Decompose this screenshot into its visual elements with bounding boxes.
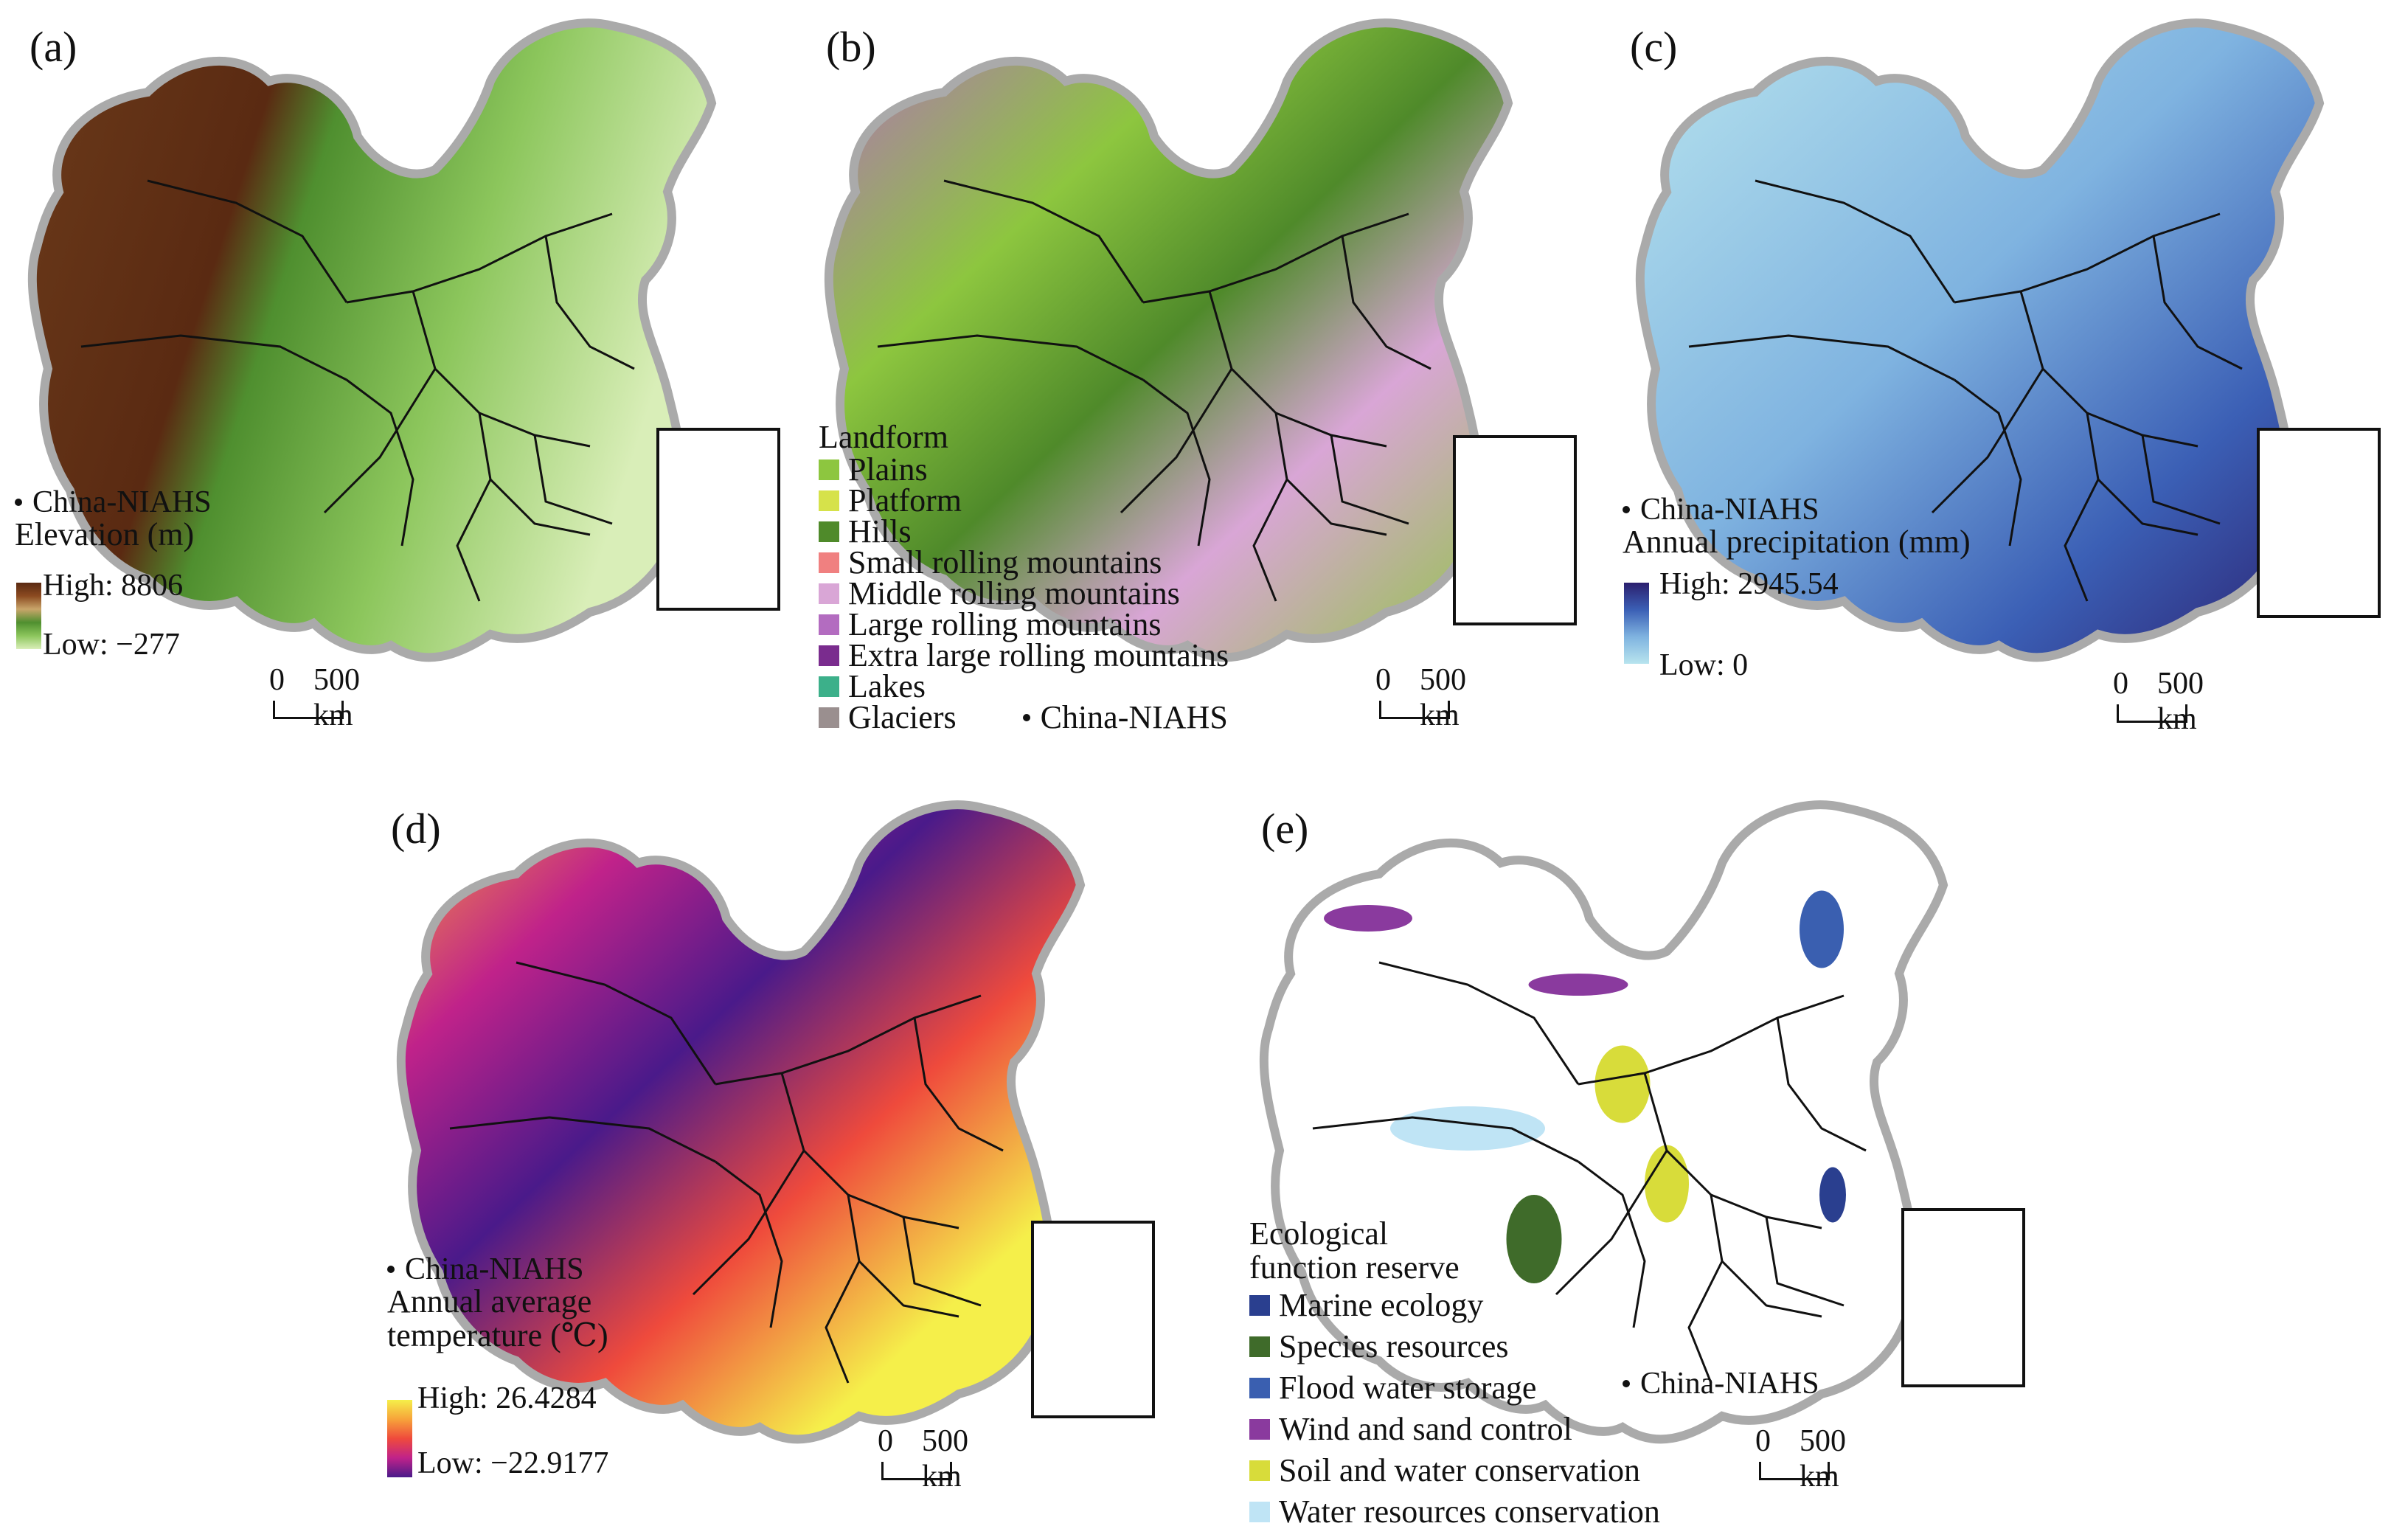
- panel-d-inset-map: [1031, 1221, 1155, 1418]
- panel-b-legend: Landform Plains Platform Hills Small rol…: [819, 419, 1229, 736]
- panel-a-high-label: High: 8806: [43, 569, 184, 603]
- legend-item-extra-large-rolling: Extra large rolling mountains: [819, 639, 1229, 672]
- panel-e-legend-title-1: Ecological: [1249, 1215, 1389, 1252]
- panel-d-color-ramp: [387, 1400, 412, 1477]
- panel-b-inset-map: [1453, 435, 1577, 625]
- panel-d-legend-title-1: Annual average: [387, 1283, 592, 1319]
- panel-d-high-label: High: 26.4284: [417, 1381, 597, 1415]
- legend-item-species-resources: Species resources: [1249, 1326, 1660, 1367]
- niahs-point-icon: [1022, 714, 1030, 722]
- panel-d: (d) China-NIAHS Annual average temperatu…: [369, 782, 1180, 1540]
- panel-d-legend-title-2: temperature (℃): [387, 1317, 608, 1354]
- legend-item-water-resources-conservation: Water resources conservation: [1249, 1491, 1660, 1533]
- panel-c-point-label: China-NIAHS: [1640, 493, 1819, 527]
- legend-item-lakes: Lakes: [819, 670, 1229, 703]
- panel-c-scale-bar: 0 500 km: [2113, 667, 2204, 736]
- panel-a-color-ramp: [16, 583, 41, 649]
- panel-e-point-legend: China-NIAHS: [1623, 1368, 1819, 1399]
- panel-d-low-label: Low: −22.9177: [417, 1446, 609, 1480]
- legend-item-middle-rolling: Middle rolling mountains: [819, 578, 1229, 610]
- panel-c-label: (c): [1630, 23, 1678, 71]
- scale-distance: 500 km: [313, 663, 360, 732]
- panel-c-inset-map: [2257, 428, 2381, 618]
- legend-item-soil-water-conservation: Soil and water conservation: [1249, 1450, 1660, 1491]
- niahs-point-icon: [1623, 506, 1630, 513]
- panel-b-legend-title: Landform: [819, 419, 948, 455]
- panel-a-low-label: Low: −277: [43, 628, 180, 662]
- scale-zero: 0: [269, 663, 285, 697]
- panel-d-point-label: China-NIAHS: [405, 1252, 584, 1286]
- panel-c-low-label: Low: 0: [1659, 648, 1749, 682]
- panel-c-map: [1593, 0, 2390, 752]
- panel-e-legend: Ecological function reserve Marine ecolo…: [1249, 1215, 1660, 1533]
- legend-item-glaciers: Glaciers China-NIAHS: [819, 699, 1229, 736]
- panel-b: (b) Landform Plains Platform Hills Small…: [797, 0, 1593, 752]
- panel-a-legend: China-NIAHS Elevation (m): [15, 487, 212, 552]
- panel-c-color-ramp: [1624, 583, 1649, 664]
- panel-e-inset-map: [1901, 1208, 2025, 1387]
- panel-d-legend: China-NIAHS Annual average temperature (…: [387, 1254, 608, 1353]
- legend-item-flood-water-storage: Flood water storage: [1249, 1367, 1660, 1409]
- panel-c-legend-title: Annual precipitation (mm): [1623, 524, 1971, 560]
- panel-d-map: [369, 782, 1180, 1540]
- panel-a-legend-title: Elevation (m): [15, 516, 195, 552]
- panel-c-legend: China-NIAHS Annual precipitation (mm): [1623, 494, 1971, 559]
- panel-e-map: [1224, 782, 2050, 1540]
- legend-item-platform: Platform: [819, 485, 1229, 517]
- panel-b-scale-bar: 0 500 km: [1375, 663, 1466, 732]
- panel-d-label: (d): [391, 805, 441, 853]
- legend-item-plains: Plains: [819, 454, 1229, 486]
- panel-e: (e) Ecological function reserve Marine e…: [1224, 782, 2050, 1540]
- panel-e-point-label: China-NIAHS: [1640, 1367, 1819, 1401]
- panel-c: (c) China-NIAHS Annual precipitation (mm…: [1593, 0, 2391, 752]
- niahs-point-icon: [1623, 1380, 1630, 1387]
- panel-b-point-label: China-NIAHS: [1040, 699, 1228, 736]
- panel-e-scale-bar: 0 500 km: [1755, 1424, 1846, 1494]
- niahs-point-icon: [387, 1266, 395, 1273]
- panel-c-high-label: High: 2945.54: [1659, 567, 1839, 601]
- panel-a-point-label: China-NIAHS: [32, 485, 212, 519]
- niahs-point-icon: [15, 499, 22, 506]
- panel-b-label: (b): [826, 23, 876, 71]
- panel-a-label: (a): [30, 23, 77, 71]
- legend-item-hills: Hills: [819, 516, 1229, 548]
- panel-a-scale-bar: 0 500 km: [269, 662, 402, 732]
- panel-e-label: (e): [1261, 805, 1309, 853]
- panel-a-inset-map: [656, 428, 780, 611]
- legend-item-large-rolling: Large rolling mountains: [819, 608, 1229, 641]
- legend-item-marine-ecology: Marine ecology: [1249, 1285, 1660, 1326]
- legend-item-wind-sand-control: Wind and sand control: [1249, 1409, 1660, 1450]
- panel-a: (a) China-NIAHS Elevation (m) High: 8806…: [0, 0, 797, 752]
- panel-d-scale-bar: 0 500 km: [878, 1424, 968, 1494]
- panel-e-legend-title-2: function reserve: [1249, 1249, 1460, 1286]
- legend-item-small-rolling: Small rolling mountains: [819, 547, 1229, 579]
